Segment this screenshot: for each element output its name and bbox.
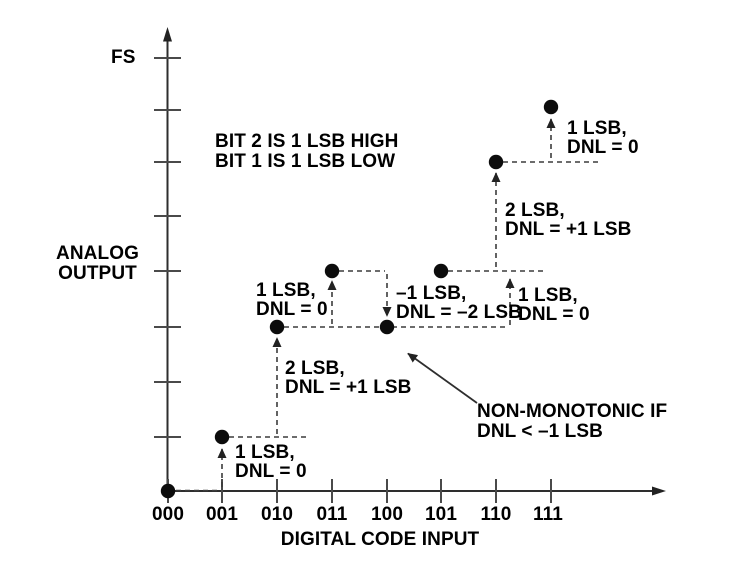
y-axis-arrowhead-icon xyxy=(163,27,172,42)
code-label-011: 011 xyxy=(316,504,348,525)
annotation-line: 1 LSB, xyxy=(256,280,316,301)
staircase-horizontal-runs xyxy=(176,161,600,492)
annotation-line: DNL = 0 xyxy=(235,460,307,482)
data-point-111 xyxy=(543,99,559,115)
y-axis-title-line2: OUTPUT xyxy=(58,263,137,284)
data-point-110 xyxy=(488,154,504,170)
fs-label: FS xyxy=(111,47,136,68)
dnl-annotation-010-011: 1 LSB, DNL = 0 xyxy=(256,280,328,320)
annotation-line: DNL = 0 xyxy=(518,303,590,325)
code-label-110: 110 xyxy=(480,504,512,525)
bit-error-note-line2: BIT 1 IS 1 LSB LOW xyxy=(215,151,396,172)
annotation-line: 1 LSB, xyxy=(518,285,578,306)
annotation-line: DNL = +1 LSB xyxy=(285,376,412,398)
nonmonotonic-note-line2: DNL < –1 LSB xyxy=(477,421,603,442)
annotation-line: –1 LSB, xyxy=(396,283,467,304)
annotation-line: 2 LSB, xyxy=(505,200,565,221)
data-points xyxy=(160,99,559,499)
annotation-line: DNL = –2 LSB xyxy=(396,301,522,323)
dnl-annotation-100-101: 1 LSB, DNL = 0 xyxy=(518,285,590,325)
bit-error-note: BIT 2 IS 1 LSB HIGH BIT 1 IS 1 LSB LOW xyxy=(215,132,399,172)
annotation-line: 1 LSB, xyxy=(235,442,295,463)
nonmonotonic-note-line1: NON-MONOTONIC IF xyxy=(477,401,668,422)
data-point-011 xyxy=(324,263,340,279)
code-label-101: 101 xyxy=(424,504,457,525)
annotation-line: DNL = 0 xyxy=(256,298,328,320)
dnl-annotation-101-110: 2 LSB, DNL = +1 LSB xyxy=(505,200,632,240)
y-axis-title-line1: ANALOG xyxy=(56,243,139,264)
data-point-100 xyxy=(379,319,395,335)
code-label-100: 100 xyxy=(370,504,403,525)
bit-error-note-line1: BIT 2 IS 1 LSB HIGH xyxy=(215,131,399,152)
y-axis-title: ANALOG OUTPUT xyxy=(40,244,155,284)
annotation-line: DNL = 0 xyxy=(567,136,639,158)
nonmonotonic-note: NON-MONOTONIC IF DNL < –1 LSB xyxy=(477,402,667,442)
code-label-000: 000 xyxy=(151,504,184,525)
code-label-111: 111 xyxy=(533,504,563,525)
data-point-101 xyxy=(433,263,449,279)
y-axis-ticks xyxy=(154,57,181,438)
dnl-annotation-011-100: –1 LSB, DNL = –2 LSB xyxy=(396,283,522,323)
annotation-line: 2 LSB, xyxy=(285,358,345,379)
data-point-010 xyxy=(269,319,285,335)
annotation-line: DNL = +1 LSB xyxy=(505,218,632,240)
data-point-000 xyxy=(160,483,176,499)
dnl-annotation-001-010: 2 LSB, DNL = +1 LSB xyxy=(285,358,412,398)
data-point-001 xyxy=(214,429,230,445)
nonmonotonic-pointer-arrow-icon xyxy=(407,352,478,404)
x-axis-title: DIGITAL CODE INPUT xyxy=(280,529,480,550)
code-label-010: 010 xyxy=(260,504,293,525)
dnl-annotation-110-111: 1 LSB, DNL = 0 xyxy=(567,118,639,158)
code-label-001: 001 xyxy=(205,504,238,525)
staircase-step-arrows xyxy=(217,118,556,487)
dnl-annotation-000-001: 1 LSB, DNL = 0 xyxy=(235,442,307,482)
annotation-line: 1 LSB, xyxy=(567,118,627,139)
x-axis-arrowhead-icon xyxy=(652,486,666,496)
